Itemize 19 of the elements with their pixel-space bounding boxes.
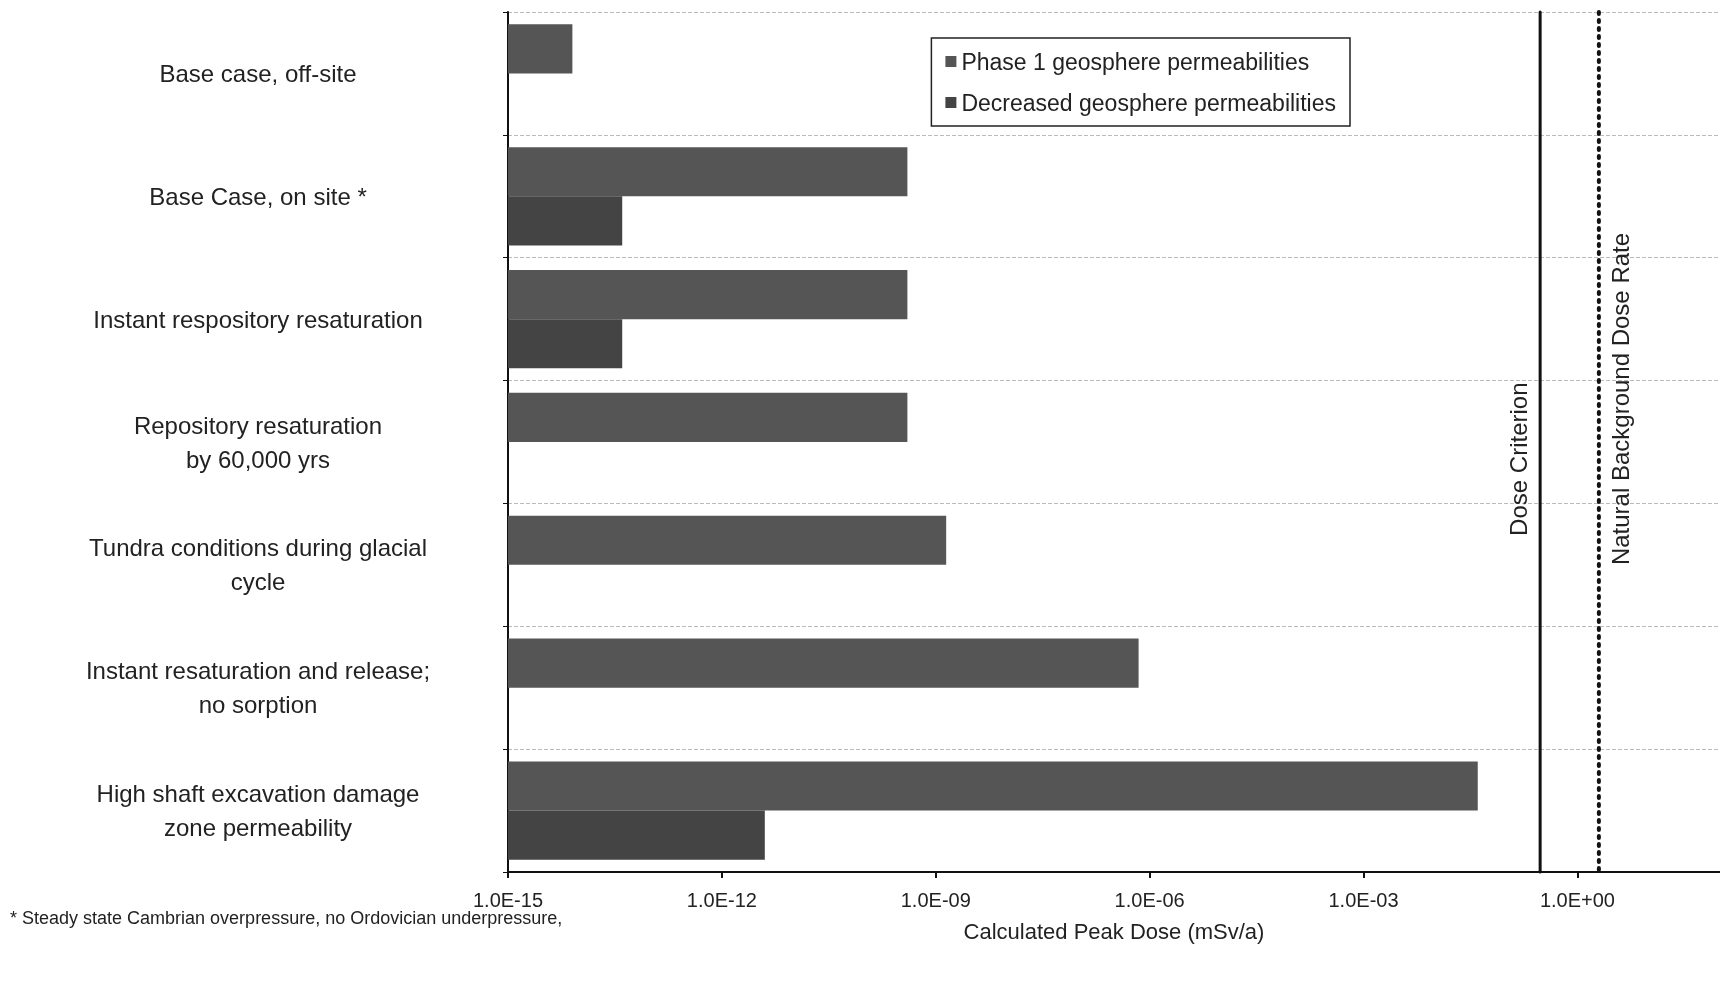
ref-line-label: Natural Background Dose Rate bbox=[1607, 232, 1635, 566]
y-tick-label: Base Case, on site * bbox=[149, 182, 367, 210]
y-tick-label: High shaft excavation damage zone permeability bbox=[96, 780, 420, 842]
x-tick-label: 1.0E+00 bbox=[1539, 889, 1615, 911]
x-axis-title: Calculated Peak Dose (mSv/a) bbox=[963, 918, 1265, 944]
legend-label: Decreased geosphere permeabilities bbox=[961, 89, 1337, 116]
y-tick-label: Base case, off-site bbox=[159, 59, 357, 87]
y-tick-label: Instant respository resaturation bbox=[93, 305, 423, 333]
ref-line-label: Dose Criterion bbox=[1504, 382, 1532, 536]
x-tick-label: 1.0E-03 bbox=[1328, 889, 1399, 911]
y-tick-label: Instant resaturation and release; no sorption bbox=[85, 657, 431, 719]
legend-label: Phase 1 geosphere permeabilities bbox=[961, 48, 1310, 75]
x-tick-label: 1.0E-12 bbox=[686, 889, 757, 911]
x-tick-label: 1.0E-09 bbox=[900, 889, 971, 911]
text: * Steady state Cambrian overpressure, no Ordovician underpressure, bbox=[10, 908, 563, 928]
y-tick-label: Repository resaturation by 60,000 yrs bbox=[133, 411, 383, 473]
x-tick-label: 1.0E-15 bbox=[472, 889, 544, 911]
y-tick-label: Tundra conditions during glacial cycle bbox=[89, 534, 427, 596]
x-tick-label: 1.0E-06 bbox=[1114, 889, 1185, 911]
